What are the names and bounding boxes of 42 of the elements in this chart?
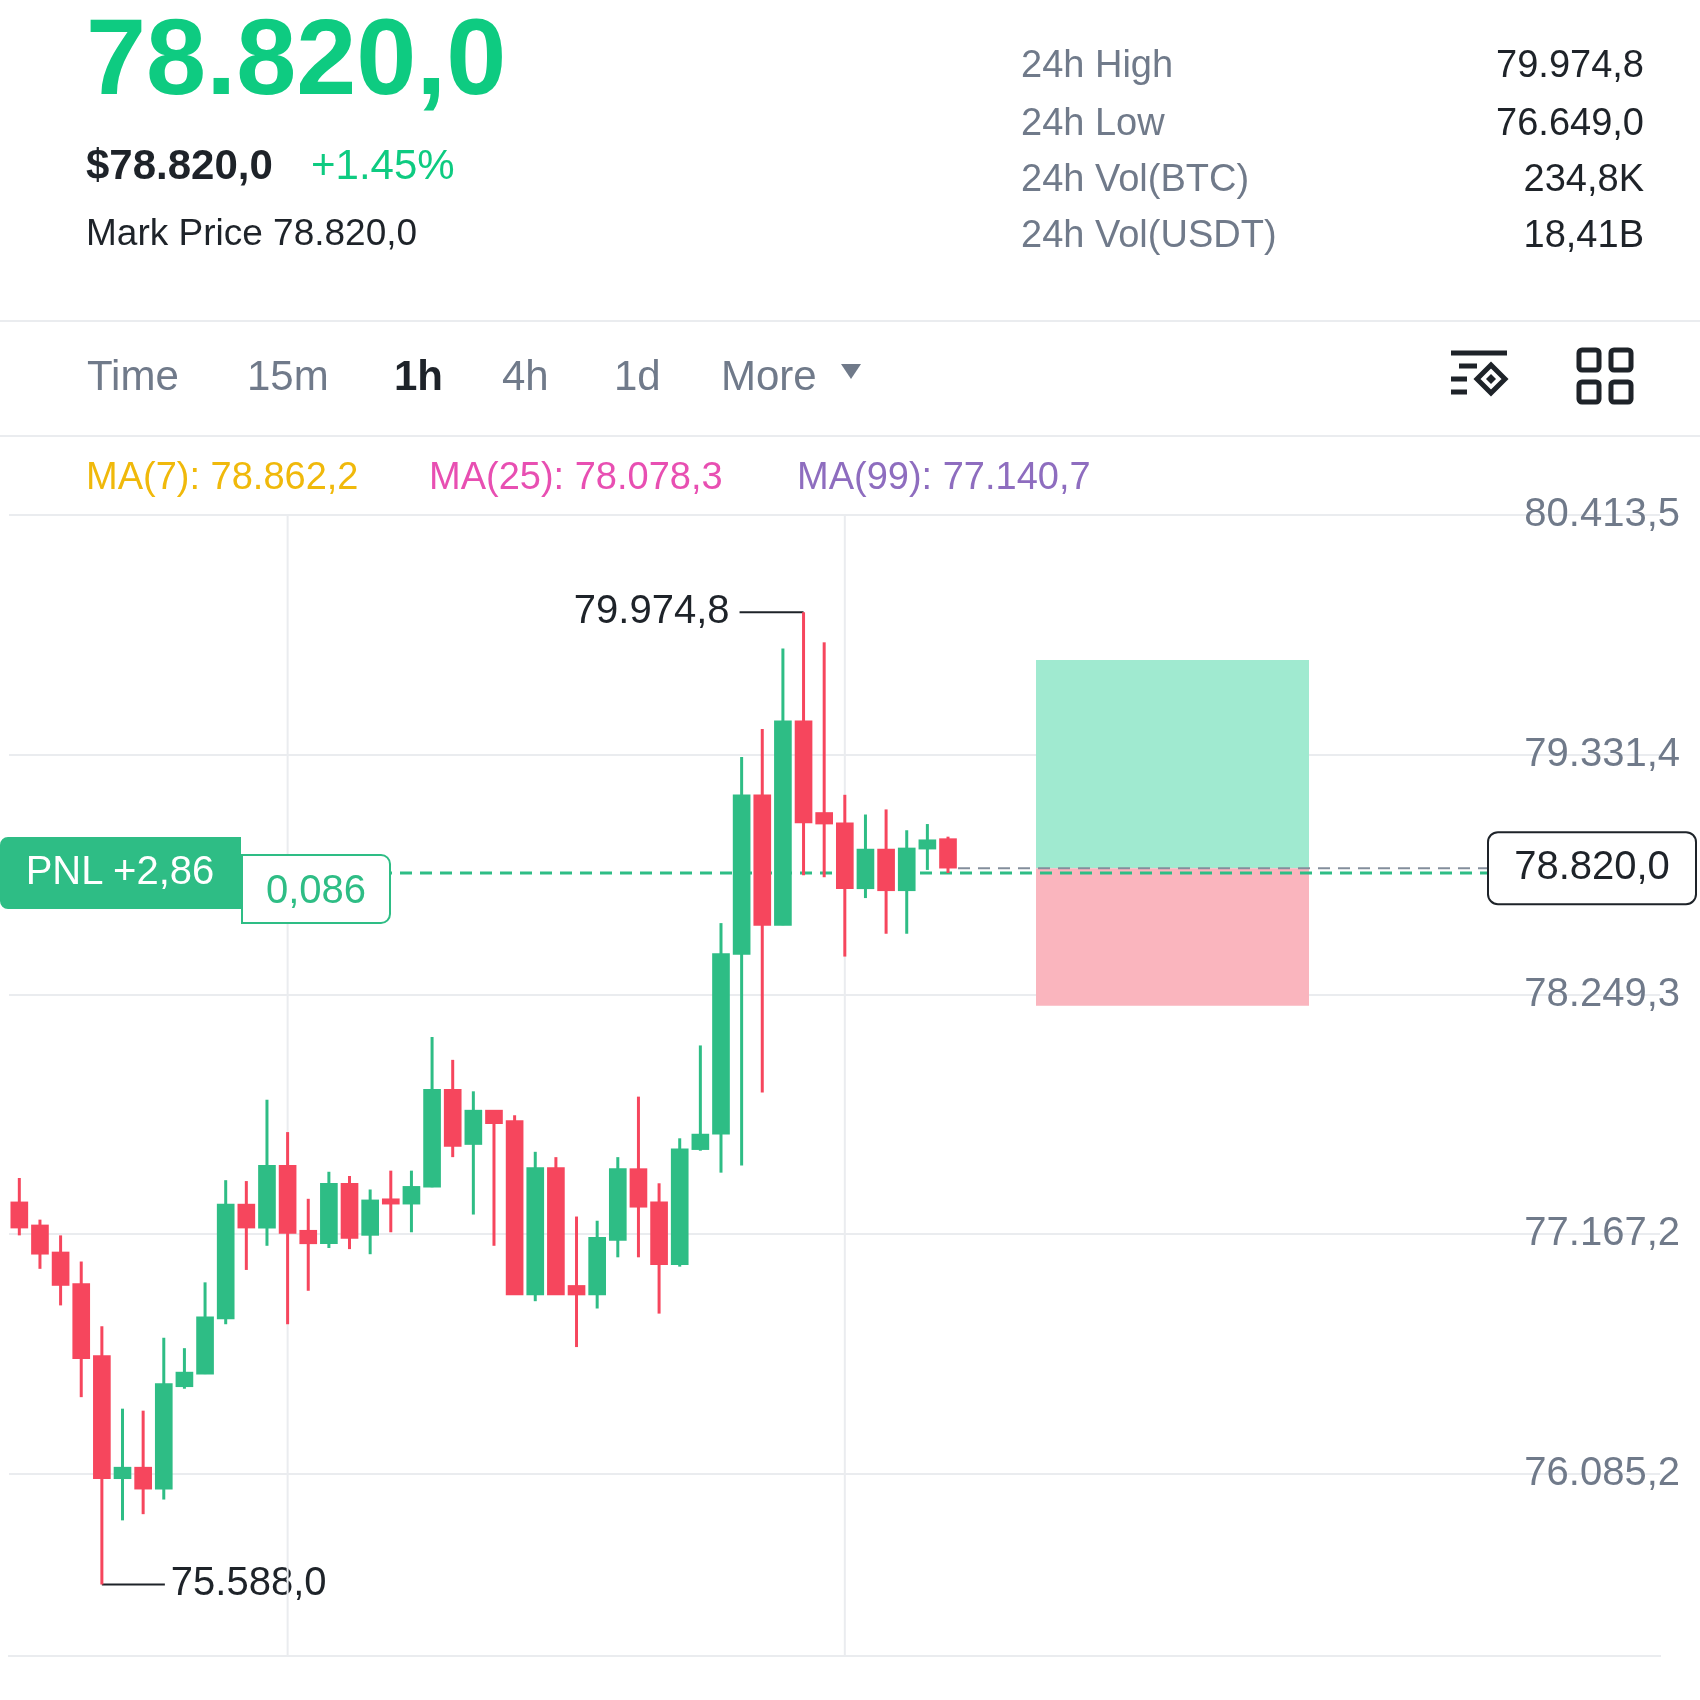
text: 79.974,8 — [1496, 42, 1644, 87]
candlestick — [485, 1109, 503, 1246]
text: 1h — [394, 351, 444, 400]
text: 18,41B — [1523, 212, 1644, 257]
text: MA(25): 78.078,3 — [429, 454, 723, 499]
text: MA(99): 77.140,7 — [797, 454, 1091, 499]
text: 4h — [502, 351, 549, 400]
text: MA(7): 78.862,2 — [86, 454, 359, 499]
y-tick-label: 79.331,4 — [1524, 729, 1680, 774]
y-tick-label: 78.249,3 — [1524, 969, 1680, 1014]
candlestick — [918, 824, 937, 870]
candlestick — [815, 642, 834, 879]
chart-subtitle: $78.820,0 — [86, 140, 273, 189]
text: Mark Price 78.820,0 — [86, 211, 418, 255]
text: 76.649,0 — [1496, 100, 1644, 145]
candlestick — [113, 1408, 132, 1521]
ref-line-label: PNL +2,86 — [25, 848, 215, 893]
text: 24h Low — [1021, 100, 1165, 145]
text: Time — [87, 351, 179, 400]
text: 234,8K — [1523, 156, 1644, 201]
y-tick-label: 76.085,2 — [1524, 1449, 1680, 1494]
y-tick-label: 77.167,2 — [1524, 1209, 1680, 1254]
y-tick-label: 80.413,5 — [1524, 490, 1680, 535]
text: 24h Vol(USDT) — [1021, 212, 1277, 257]
annotation: 75.588,0 — [170, 1559, 327, 1604]
candlestick — [134, 1410, 152, 1516]
text: 1d — [614, 351, 661, 400]
ref-line-label: 78.820,0 — [1514, 843, 1670, 888]
text: +1.45% — [311, 140, 455, 189]
chart-title: 78.820,0 — [86, 0, 507, 120]
candlestick — [691, 1045, 710, 1151]
text: 24h High — [1021, 42, 1174, 87]
text: More — [721, 351, 817, 400]
text: 24h Vol(BTC) — [1021, 156, 1250, 201]
candlestick — [175, 1348, 194, 1389]
text: 15m — [247, 351, 329, 400]
annotation: 79.974,8 — [573, 587, 730, 632]
candlestick — [402, 1170, 421, 1233]
candlestick — [381, 1170, 400, 1233]
annotation: 0,086 — [241, 854, 391, 924]
candlestick — [567, 1216, 586, 1349]
candlestick — [299, 1197, 318, 1291]
